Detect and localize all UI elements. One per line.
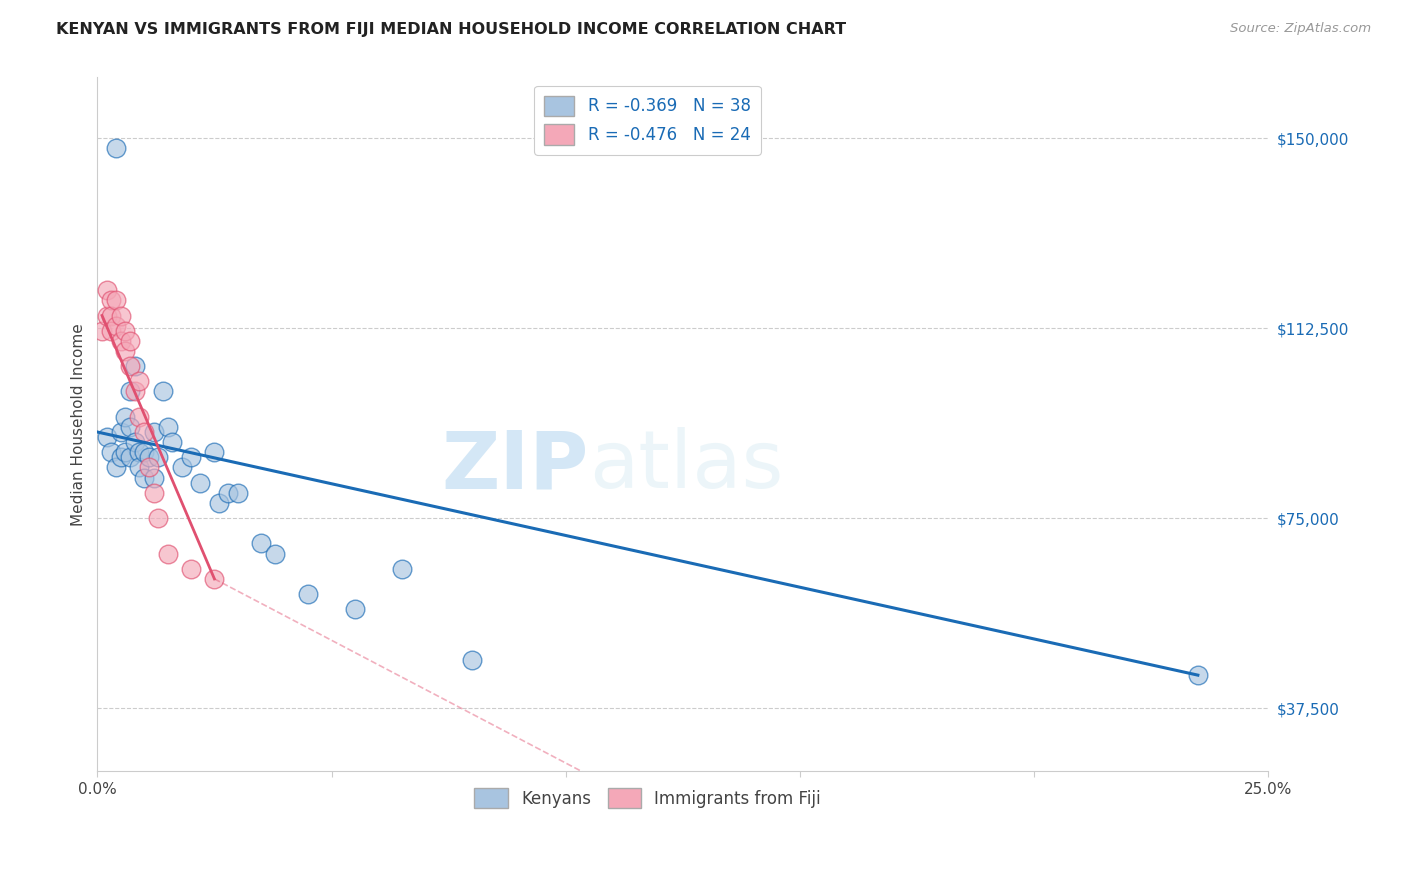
Point (110, 450, 132, 465)
Point (120, 420, 142, 434)
Point (120, 384, 142, 399)
Point (190, 475, 212, 490)
Point (204, 572, 226, 586)
Point (218, 485, 240, 500)
Point (120, 334, 142, 348)
Point (96, 309, 118, 323)
Point (204, 445, 226, 459)
Point (134, 470, 156, 484)
Point (134, 445, 156, 459)
Point (343, 602, 366, 616)
Point (128, 445, 150, 459)
Point (128, 460, 150, 475)
Point (226, 485, 249, 500)
Point (124, 435, 146, 450)
Point (91, 324, 114, 338)
Point (96, 283, 118, 297)
Text: atlas: atlas (589, 427, 783, 505)
Point (170, 460, 193, 475)
Point (124, 359, 146, 373)
Point (152, 384, 174, 399)
Point (105, 460, 128, 475)
Text: KENYAN VS IMMIGRANTS FROM FIJI MEDIAN HOUSEHOLD INCOME CORRELATION CHART: KENYAN VS IMMIGRANTS FROM FIJI MEDIAN HO… (56, 22, 846, 37)
Point (208, 496, 231, 510)
Y-axis label: Median Household Income: Median Household Income (72, 323, 86, 525)
Point (142, 485, 165, 500)
Point (100, 293, 122, 308)
Point (162, 435, 184, 450)
Point (138, 460, 160, 475)
Point (297, 587, 319, 601)
Point (120, 359, 142, 373)
Point (100, 445, 122, 459)
Point (114, 409, 136, 424)
Point (264, 547, 287, 561)
Point (134, 425, 156, 439)
Point (250, 536, 273, 550)
Point (96, 430, 118, 444)
Point (100, 309, 122, 323)
Point (105, 318, 128, 333)
Point (148, 450, 170, 465)
Point (138, 450, 160, 465)
Point (105, 141, 128, 155)
Text: Source: ZipAtlas.com: Source: ZipAtlas.com (1230, 22, 1371, 36)
Point (461, 653, 484, 667)
Point (156, 420, 179, 434)
Legend: Kenyans, Immigrants from Fiji: Kenyans, Immigrants from Fiji (468, 781, 828, 815)
Point (128, 409, 150, 424)
Point (1187, 668, 1209, 682)
Text: ZIP: ZIP (441, 427, 589, 505)
Point (114, 324, 136, 338)
Point (391, 562, 413, 576)
Point (128, 375, 150, 389)
Point (142, 425, 165, 439)
Point (142, 470, 165, 484)
Point (120, 450, 142, 465)
Point (114, 445, 136, 459)
Point (114, 343, 136, 358)
Point (110, 425, 132, 439)
Point (180, 562, 202, 576)
Point (124, 384, 146, 399)
Point (110, 309, 132, 323)
Point (148, 511, 170, 525)
Point (156, 547, 179, 561)
Point (100, 324, 122, 338)
Point (105, 293, 128, 308)
Point (110, 334, 132, 348)
Point (180, 450, 202, 465)
